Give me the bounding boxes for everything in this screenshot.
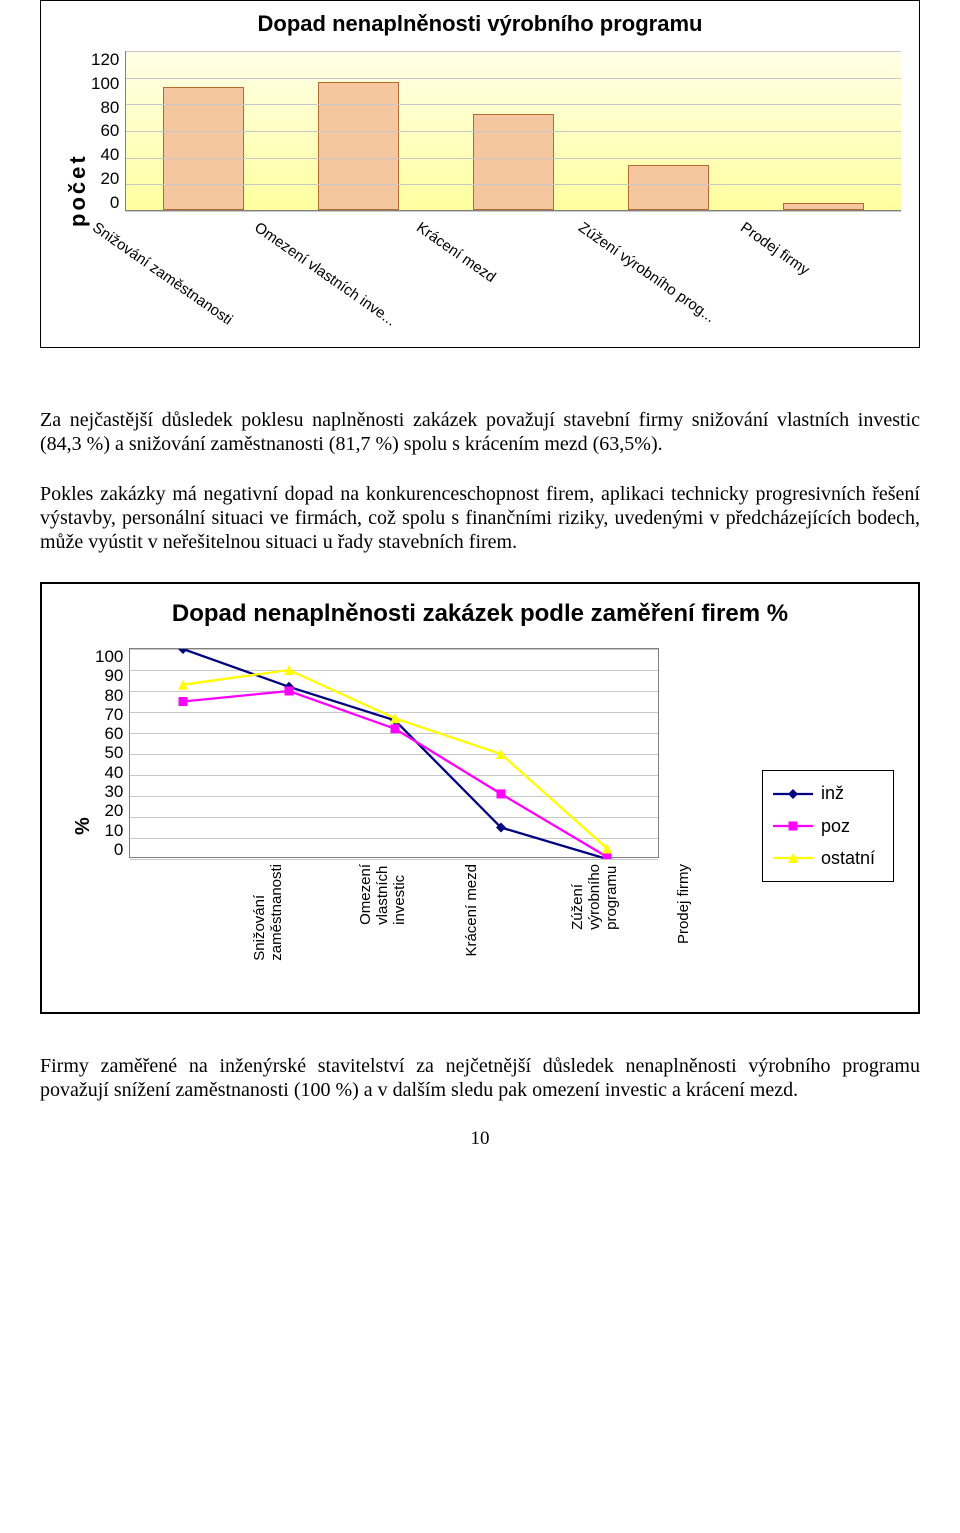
chart-2-ytick: 60 <box>95 725 123 742</box>
chart-2-ytick: 20 <box>95 802 123 819</box>
chart-1-body: počet 120100806040200 Snižování zaměstna… <box>59 51 901 329</box>
page-number: 10 <box>40 1128 920 1150</box>
chart-1-gridline <box>126 211 901 212</box>
chart-1-ytick: 100 <box>91 75 119 92</box>
chart-2-ytick: 50 <box>95 744 123 761</box>
chart-2-ytick: 30 <box>95 783 123 800</box>
chart-2-legend-label: inž <box>821 777 844 809</box>
page: Dopad nenaplněnosti výrobního programu p… <box>0 0 960 1174</box>
chart-2-marker <box>788 821 797 830</box>
chart-2-legend-label: poz <box>821 810 850 842</box>
chart-1-xlabel: Omezení vlastních inve... <box>198 219 381 393</box>
chart-2-marker <box>178 649 188 654</box>
chart-2-marker <box>788 789 798 799</box>
chart-2-ytick: 90 <box>95 667 123 684</box>
chart-2-legend: inžpozostatní <box>762 770 894 881</box>
chart-2-gridline <box>130 859 658 860</box>
chart-1-yaxis: 120 100 80 60 40 20 0 <box>91 51 125 211</box>
paragraph-3: Firmy zaměřené na inženýrské stavitelstv… <box>40 1054 920 1102</box>
chart-1-plot <box>125 51 901 211</box>
chart-2-marker <box>497 789 506 798</box>
chart-2-ytick: 10 <box>95 822 123 839</box>
chart-1-title: Dopad nenaplněnosti výrobního programu <box>59 11 901 37</box>
chart-1-bar <box>783 203 864 210</box>
chart-2-title: Dopad nenaplněnosti zakázek podle zaměře… <box>66 600 894 628</box>
chart-1-gridline <box>126 184 901 185</box>
chart-1-bar <box>163 87 244 210</box>
chart-1-ytick: 120 <box>91 51 119 68</box>
chart-2-container: Dopad nenaplněnosti zakázek podle zaměře… <box>40 582 920 1014</box>
chart-2-line <box>183 649 607 859</box>
chart-2-ytick: 80 <box>95 687 123 704</box>
chart-1-ytick: 80 <box>91 99 119 116</box>
chart-1-gridline <box>126 51 901 52</box>
chart-2-marker <box>285 687 294 696</box>
chart-2-marker <box>179 697 188 706</box>
chart-2-legend-row: poz <box>773 810 875 842</box>
paragraph-1: Za nejčastější důsledek poklesu naplněno… <box>40 408 920 456</box>
chart-1-gridline <box>126 78 901 79</box>
chart-2-ytick: 40 <box>95 764 123 781</box>
chart-2-ylabel: % <box>66 648 95 1004</box>
chart-2-xlabels: Snižování zaměstnanosti Omezení vlastních… <box>216 864 746 1004</box>
chart-2-line <box>183 670 607 849</box>
paragraph-2: Pokles zakázky má negativní dopad na kon… <box>40 482 920 554</box>
chart-1-ytick: 60 <box>91 122 119 139</box>
chart-2-legend-row: ostatní <box>773 842 875 874</box>
chart-2-xlabel: Krácení mezd <box>463 864 480 957</box>
chart-2-legend-swatch <box>773 786 813 802</box>
chart-1-xlabel: Zúžení výrobního prog... <box>522 219 705 393</box>
chart-2-body: % 1009080706050403020100 Snižování zaměs… <box>66 648 894 1004</box>
chart-2-legend-label: ostatní <box>821 842 875 874</box>
chart-2-xlabel: Omezení vlastních investic <box>357 864 408 925</box>
chart-1-gridline <box>126 131 901 132</box>
chart-1-xlabel: Krácení mezd <box>360 219 543 393</box>
chart-2-ytick: 0 <box>95 841 123 858</box>
chart-1-bar <box>318 82 399 210</box>
body-text: Za nejčastější důsledek poklesu naplněno… <box>40 408 920 554</box>
chart-2-plot <box>129 648 659 858</box>
chart-1-ytick: 20 <box>91 170 119 187</box>
chart-2-legend-swatch <box>773 818 813 834</box>
chart-1-bar <box>628 165 709 210</box>
body-text-2: Firmy zaměřené na inženýrské stavitelstv… <box>40 1054 920 1102</box>
chart-1-container: Dopad nenaplněnosti výrobního programu p… <box>40 0 920 348</box>
chart-1-gridline <box>126 158 901 159</box>
chart-2-marker <box>391 724 400 733</box>
chart-2-xlabel: Zúžení výrobního programu <box>569 864 620 930</box>
chart-1-xlabels: Snižování zaměstnanostiOmezení vlastních… <box>91 219 901 329</box>
chart-2-legend-row: inž <box>773 777 875 809</box>
chart-1-xlabel: Prodej firmy <box>684 219 867 393</box>
chart-1-ytick: 0 <box>91 194 119 211</box>
chart-1-bar <box>473 114 554 210</box>
chart-2-ytick: 70 <box>95 706 123 723</box>
chart-1-ytick: 40 <box>91 146 119 163</box>
chart-2-ytick: 100 <box>95 648 123 665</box>
chart-2-xlabel: Prodej firmy <box>675 864 692 944</box>
chart-2-legend-swatch <box>773 850 813 866</box>
chart-2-xlabel: Snižování zaměstnanosti <box>251 864 285 961</box>
chart-2-svg <box>130 649 660 859</box>
chart-1-gridline <box>126 104 901 105</box>
chart-2-yaxis: 1009080706050403020100 <box>95 648 129 858</box>
